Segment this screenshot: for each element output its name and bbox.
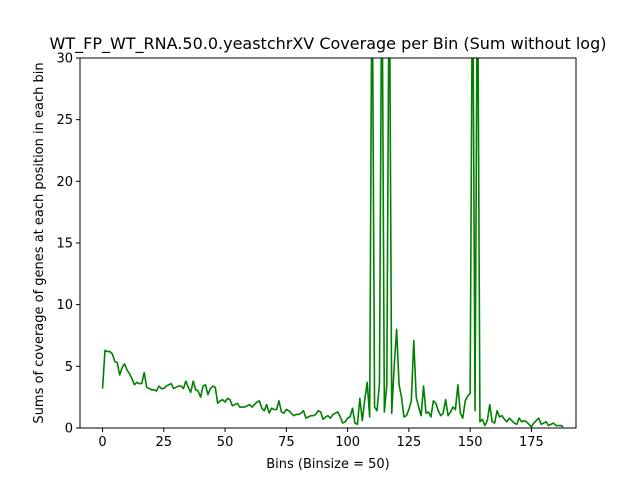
chart-title: WT_FP_WT_RNA.50.0.yeastchrXV Coverage pe… [50,34,607,54]
y-tick-label: 15 [56,237,73,252]
y-tick-label: 0 [65,422,73,437]
series-layer [101,58,564,428]
x-tick-label: 150 [458,435,483,450]
plot-frame [79,57,577,429]
y-tick-label: 30 [56,52,73,67]
x-tick-label: 100 [335,435,360,450]
plot-area [80,58,576,428]
y-axis-label: Sums of coverage of genes at each positi… [32,62,47,423]
series-line [101,58,564,428]
x-tick-label: 175 [519,435,544,450]
x-tick-label: 75 [278,435,295,450]
x-tick-label: 25 [156,435,173,450]
x-tick-label: 50 [217,435,234,450]
y-axis-ticks: 0 5 10 15 20 25 30 [56,52,80,437]
x-tick-label: 125 [396,435,421,450]
x-axis-ticks: 0 25 50 75 100 125 150 175 [98,428,544,450]
x-axis-label: Bins (Binsize = 50) [266,457,390,472]
y-tick-label: 5 [65,360,73,375]
y-tick-label: 25 [56,113,73,128]
y-tick-label: 20 [56,175,73,190]
y-tick-label: 10 [56,298,73,313]
x-tick-label: 0 [98,435,106,450]
